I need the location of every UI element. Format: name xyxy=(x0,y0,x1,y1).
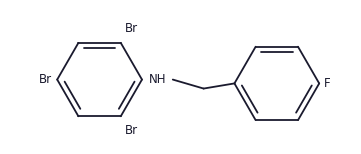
Text: NH: NH xyxy=(148,73,166,86)
Text: Br: Br xyxy=(125,22,138,35)
Text: Br: Br xyxy=(39,73,52,86)
Text: Br: Br xyxy=(125,124,138,137)
Text: F: F xyxy=(324,77,331,90)
